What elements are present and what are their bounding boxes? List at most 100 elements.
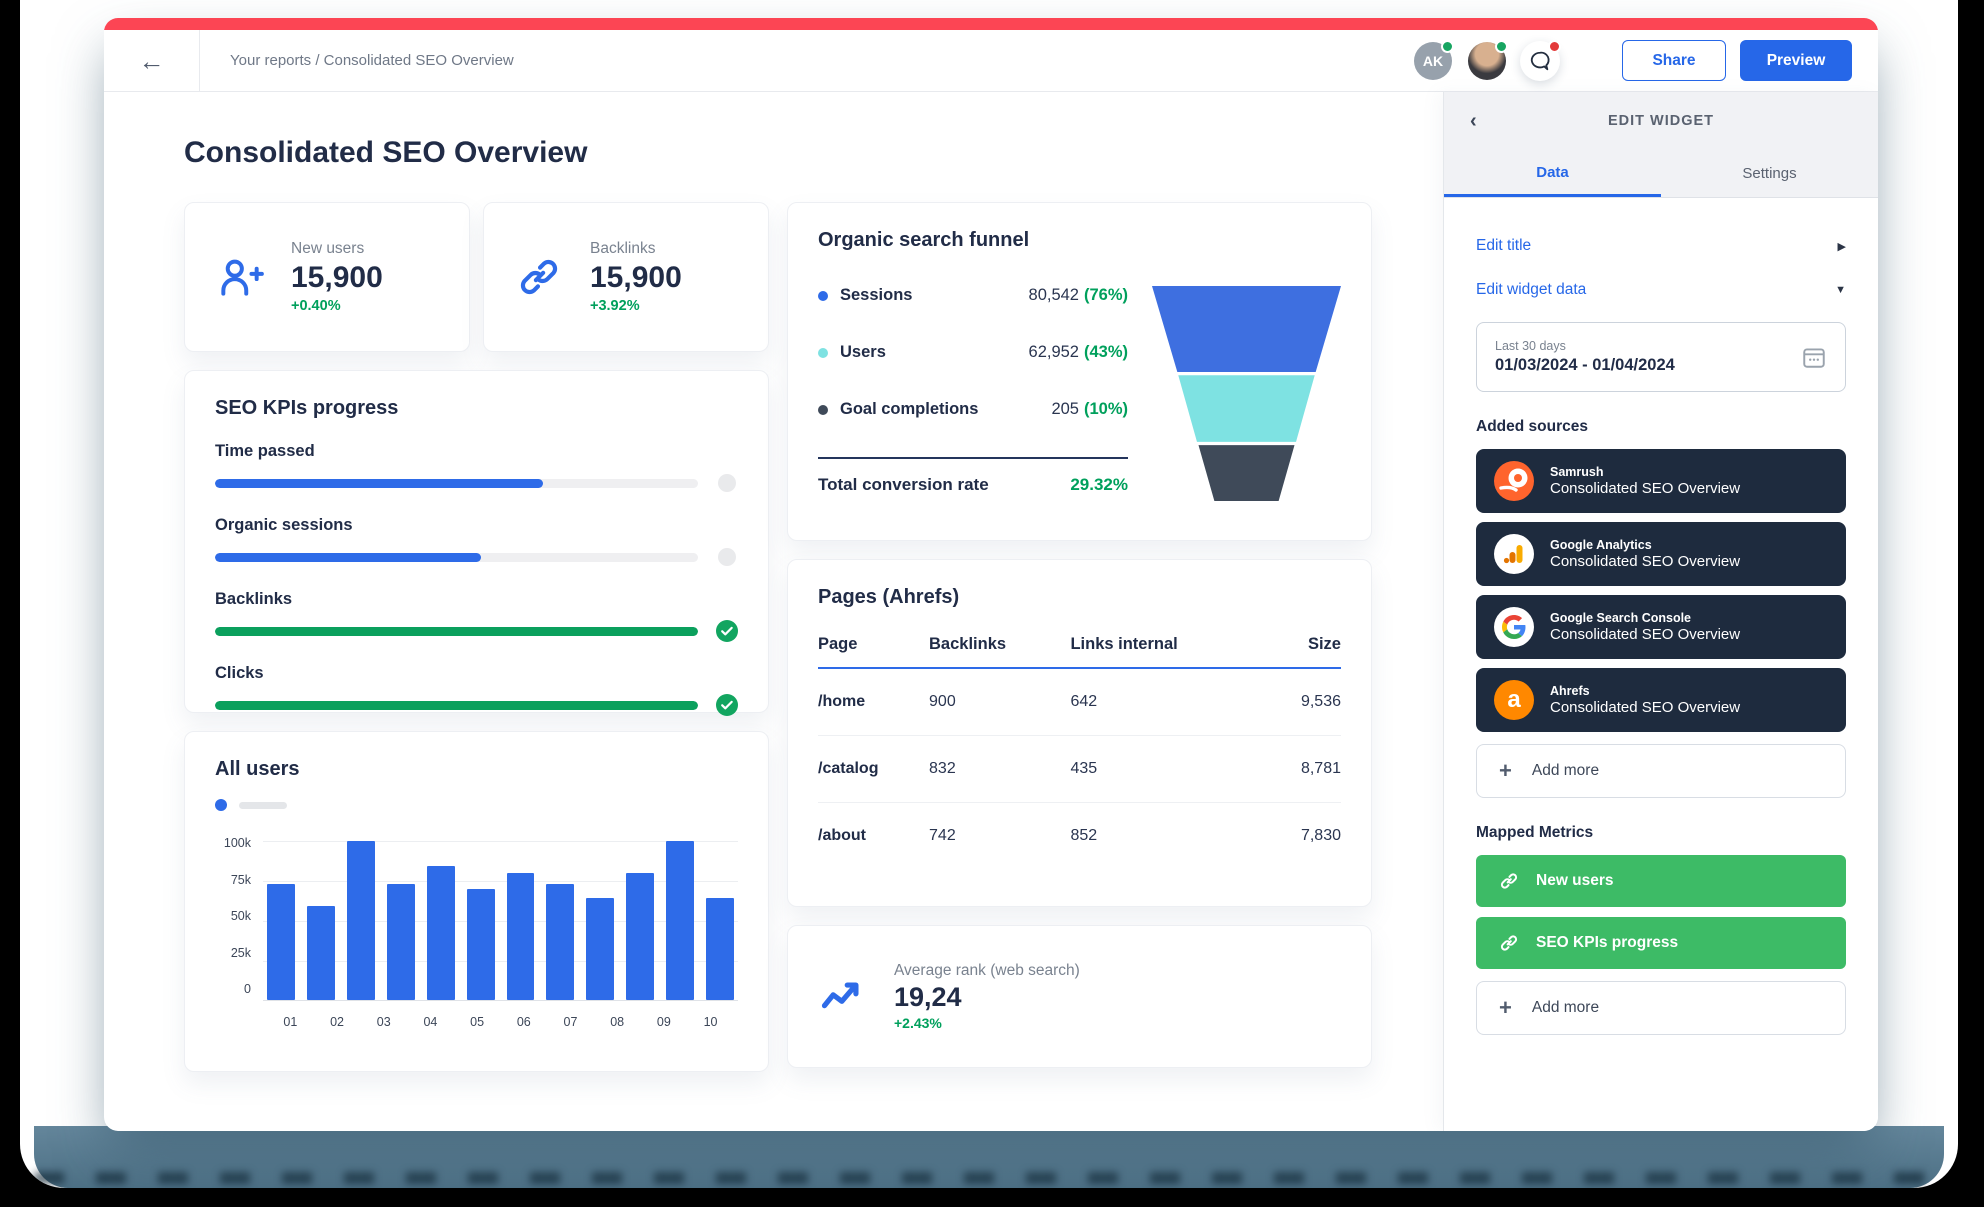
avatar-photo[interactable] — [1468, 39, 1508, 80]
mapped-metrics-label: Mapped Metrics — [1476, 824, 1594, 841]
add-more-metrics-button[interactable]: + Add more — [1476, 981, 1846, 1035]
tab-data[interactable]: Data — [1444, 150, 1661, 197]
cell-backlinks: 832 — [929, 735, 1071, 803]
y-tick-label: 25k — [230, 945, 251, 960]
app-window: ← Your reports / Consolidated SEO Overvi… — [104, 18, 1878, 1131]
cell-page: /about — [818, 827, 866, 844]
online-status-dot — [1441, 39, 1454, 53]
check-circle-icon — [716, 694, 738, 716]
column-header: Page — [818, 635, 930, 669]
cell-size: 7,830 — [1300, 827, 1341, 844]
chart-legend — [215, 799, 738, 811]
link-icon — [520, 259, 558, 295]
edit-widget-data-row[interactable]: Edit widget data ▼ — [1476, 268, 1846, 312]
cell-size: 9,536 — [1267, 668, 1341, 736]
cell-links-internal: 642 — [1070, 668, 1268, 736]
metric-delta: +2.43% — [894, 1015, 942, 1031]
column-header: Backlinks — [929, 635, 1071, 669]
progress-item: Time passed — [215, 442, 738, 494]
share-button[interactable]: Share — [1622, 40, 1726, 81]
bar — [586, 898, 615, 1000]
avatar-ak[interactable]: AK — [1414, 39, 1454, 80]
x-tick-label: 02 — [330, 1015, 344, 1029]
cell-page: /catalog — [818, 735, 930, 803]
pages-table: Page Backlinks Links internal Size /home — [818, 635, 1341, 869]
y-tick-label: 0 — [244, 982, 251, 996]
progress-label: Backlinks — [215, 590, 293, 608]
add-more-sources-button[interactable]: + Add more — [1476, 744, 1846, 798]
x-tick-label: 03 — [376, 1015, 391, 1029]
legend-dot-icon — [215, 799, 227, 811]
kpi-delta: +3.92% — [590, 298, 640, 314]
bar — [267, 883, 295, 1000]
progress-item: Organic sessions — [215, 516, 738, 568]
google-search-console-icon — [1494, 607, 1534, 647]
progress-item: Clicks — [215, 664, 738, 716]
progress-fill — [215, 626, 698, 636]
average-rank-widget[interactable]: Average rank (web search) 19,24 +2.43% — [787, 925, 1372, 1068]
x-tick-label: 01 — [283, 1015, 298, 1029]
widget-title: Organic search funnel — [818, 229, 1030, 251]
date-range-picker[interactable]: Last 30 days 01/03/2024 - 01/04/2024 — [1476, 322, 1846, 392]
chevron-down-icon: ▼ — [1835, 284, 1846, 296]
back-button[interactable]: ← — [104, 30, 200, 91]
series-dot-icon — [818, 404, 828, 415]
cell-links-internal: 852 — [1070, 827, 1098, 844]
chevron-left-icon[interactable]: ‹ — [1470, 109, 1477, 132]
kpi-card-backlinks[interactable]: Backlinks 15,900 +3.92% — [483, 202, 769, 352]
add-more-label: Add more — [1531, 999, 1600, 1016]
source-name: Google Analytics — [1550, 538, 1652, 552]
page-title: Consolidated SEO Overview — [184, 136, 588, 169]
panel-body: Edit title ▶ Edit widget data ▼ Last 30 … — [1444, 198, 1878, 1131]
plus-icon: + — [1499, 758, 1512, 783]
bar — [386, 883, 415, 1000]
kpi-card-new-users[interactable]: New users 15,900 +0.40% — [184, 202, 470, 352]
edit-widget-data-link: Edit widget data — [1476, 281, 1587, 298]
series-dot-icon — [818, 290, 828, 301]
mapped-metric-new-users[interactable]: New users — [1476, 855, 1846, 907]
right-column: Organic search funnel Sessions 80,542 (7… — [787, 202, 1372, 1072]
organic-search-funnel-widget[interactable]: Organic search funnel Sessions 80,542 (7… — [787, 202, 1372, 541]
edit-title-row[interactable]: Edit title ▶ — [1476, 224, 1846, 268]
x-tick-label: 10 — [703, 1015, 718, 1029]
cell-size: 8,781 — [1267, 735, 1341, 803]
source-name: Samrush — [1550, 465, 1604, 479]
bar — [706, 898, 735, 1000]
all-users-chart-widget[interactable]: All users 100k 75k 50k 25k 0 01 02 03 04 05 06 07 0… — [184, 731, 769, 1072]
source-card-ahrefs[interactable]: a Ahrefs Consolidated SEO Overview — [1476, 668, 1846, 732]
bar — [666, 841, 695, 1000]
cell-page: /home — [818, 668, 930, 736]
link-icon — [1500, 935, 1518, 951]
preview-button[interactable]: Preview — [1740, 40, 1852, 81]
bar — [506, 872, 535, 1000]
y-tick-label: 75k — [230, 872, 251, 887]
pending-circle-icon — [716, 546, 738, 568]
pages-ahrefs-widget[interactable]: Pages (Ahrefs) Page Backlinks Links inte… — [787, 559, 1372, 907]
progress-fill — [215, 478, 544, 488]
table-row: /catalog 832 435 8,781 — [818, 735, 1341, 803]
source-card-google-search-console[interactable]: Google Search Console Consolidated SEO O… — [1476, 595, 1846, 659]
bar — [626, 872, 655, 1000]
source-name: Ahrefs — [1550, 684, 1590, 698]
link-icon — [1500, 873, 1518, 889]
comments-button[interactable] — [1520, 39, 1561, 81]
source-widget-name: Consolidated SEO Overview — [1550, 699, 1741, 716]
y-tick-label: 100k — [223, 836, 251, 850]
source-card-google-analytics[interactable]: Google Analytics Consolidated SEO Overvi… — [1476, 522, 1846, 586]
date-range-value: 01/03/2024 - 01/04/2024 — [1495, 356, 1675, 374]
table-row: /about 742 852 7,830 — [818, 803, 1341, 870]
bar — [546, 883, 575, 1000]
source-card-semrush[interactable]: Samrush Consolidated SEO Overview — [1476, 449, 1846, 513]
back-arrow-icon: ← — [138, 45, 165, 76]
seo-kpis-progress-widget[interactable]: SEO KPIs progress Time passed Organic se… — [184, 370, 769, 716]
table-row: /home 900 642 9,536 — [818, 668, 1341, 736]
panel-header: ‹ EDIT WIDGET — [1444, 92, 1878, 150]
progress-track — [215, 626, 698, 636]
added-sources-label: Added sources — [1476, 418, 1588, 435]
x-tick-label: 04 — [423, 1015, 438, 1029]
funnel-segment-goals — [1198, 445, 1295, 501]
widget-title: All users — [215, 758, 300, 780]
source-widget-name: Consolidated SEO Overview — [1550, 626, 1741, 643]
mapped-metric-seo-kpis-progress[interactable]: SEO KPIs progress — [1476, 917, 1846, 969]
tab-settings[interactable]: Settings — [1742, 165, 1797, 182]
